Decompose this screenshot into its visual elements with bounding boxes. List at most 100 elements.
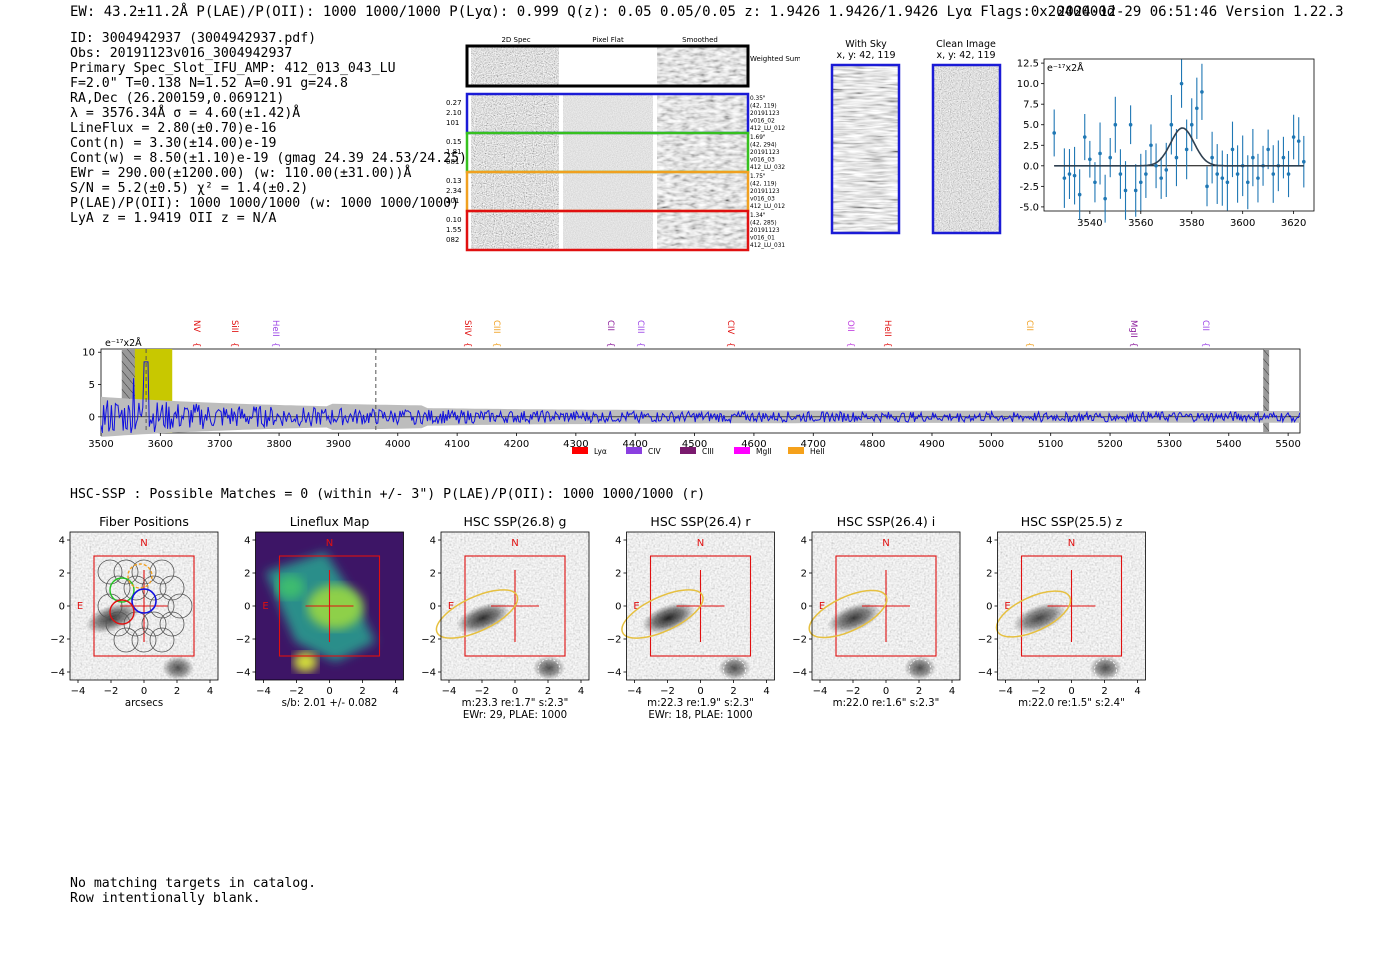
clean-image <box>933 65 1000 233</box>
panel-title: Lineflux Map <box>290 514 370 529</box>
emission-line-label: HeII { <box>882 320 892 347</box>
y-tick-label: 0 <box>59 602 65 613</box>
footer-text: No matching targets in catalog. Row inte… <box>70 876 316 906</box>
header-timestamp-version: 2024-12-29 06:51:46 Version 1.22.3 <box>1057 4 1344 20</box>
spec-row-left-label: 081 <box>446 158 459 166</box>
x-tick-label: 4100 <box>444 439 469 450</box>
y-tick-label: 2 <box>801 569 807 580</box>
y-tick-label: −4 <box>607 668 622 679</box>
y-tick-label: −2 <box>236 635 251 646</box>
x-tick-label: 5500 <box>1275 439 1300 450</box>
weighted-smoothed <box>657 47 748 85</box>
col-header-smoothed: Smoothed <box>682 36 718 44</box>
x-tick-label: 3580 <box>1179 218 1204 229</box>
pixel-flat-cell <box>563 134 653 171</box>
east-label: E <box>633 601 639 612</box>
spec-row-right-label: 0.35" <box>750 96 766 102</box>
data-point <box>1174 155 1179 160</box>
x-tick-label: 4300 <box>563 439 588 450</box>
y-tick-label: 4 <box>986 536 992 547</box>
full-spec-unit: e⁻¹⁷x2Å <box>105 337 142 349</box>
x-tick-label: 3600 <box>1230 218 1255 229</box>
svg-text:{: { <box>1200 342 1210 347</box>
fiber-marker <box>109 577 135 603</box>
hsc-header: HSC-SSP : Possible Matches = 0 (within +… <box>70 487 706 502</box>
cutout-title: With Sky <box>845 39 887 50</box>
data-point <box>1133 188 1138 193</box>
x-tick-label: 4500 <box>682 439 707 450</box>
legend-swatch <box>734 447 750 454</box>
x-tick-label: 4 <box>949 686 955 697</box>
svg-text:{: { <box>491 342 501 347</box>
x-tick-label: 0 <box>1068 686 1074 697</box>
col-header-2d-spec: 2D Spec <box>501 36 530 44</box>
spec-row-left-label: 082 <box>446 236 459 244</box>
y-tick-label: 2 <box>430 569 436 580</box>
panel-caption: m:22.0 re:1.5" s:2.4" <box>1018 698 1125 709</box>
svg-text:{: { <box>882 342 892 347</box>
svg-text:NV: NV <box>191 320 201 332</box>
y-tick-label: 5.0 <box>1023 120 1039 131</box>
detection-info: ID: 3004942937 (3004942937.pdf) Obs: 201… <box>70 31 467 226</box>
spec2d-cell <box>471 212 559 249</box>
data-point <box>1088 157 1092 162</box>
svg-text:{: { <box>229 342 239 347</box>
y-tick-label: 0 <box>430 602 436 613</box>
y-tick-label: 0 <box>244 602 250 613</box>
x-tick-label: −2 <box>289 686 304 697</box>
panel-title: HSC SSP(25.5) z <box>1021 514 1123 529</box>
weighted-sum-label: Weighted Sum <box>750 55 800 63</box>
x-tick-label: 3600 <box>148 439 173 450</box>
legend-label: CIV <box>648 447 661 456</box>
data-point <box>1200 90 1204 94</box>
spec-row-right-label: 20191123 <box>750 189 780 195</box>
spec-row-right-label: v016_03 <box>750 197 775 203</box>
data-point <box>1062 176 1067 180</box>
y-tick-label: 2 <box>986 569 992 580</box>
data-point <box>1189 122 1194 127</box>
data-point <box>1245 180 1250 185</box>
svg-text:CII: CII <box>605 320 615 331</box>
north-label: N <box>511 538 518 549</box>
info-line: Primary Spec_Slot_IFU_AMP: 412_013_043_L… <box>70 61 396 76</box>
east-label: E <box>77 601 83 612</box>
data-point <box>1210 155 1214 160</box>
x-tick-label: 0 <box>141 686 147 697</box>
spec-row-right-label: (42, 285) <box>750 221 777 227</box>
x-tick-label: 3800 <box>266 439 291 450</box>
data-point <box>1072 173 1077 178</box>
cutout-title: Clean Image <box>936 39 996 50</box>
pixel-flat-cell <box>563 95 653 132</box>
spec-row-left-label: 1.55 <box>446 226 462 234</box>
info-line: Cont(w) = 8.50(±1.10)e-19 (gmag 24.39 24… <box>70 151 467 166</box>
x-tick-label: 2 <box>545 686 551 697</box>
with-sky-image <box>832 65 899 233</box>
data-point <box>1266 147 1270 152</box>
svg-text:{: { <box>191 342 201 347</box>
svg-text:{: { <box>605 342 615 347</box>
svg-text:MgII: MgII <box>1128 320 1138 338</box>
x-tick-label: 3500 <box>88 439 113 450</box>
x-tick-label: 5200 <box>1097 439 1122 450</box>
data-point <box>1128 122 1133 127</box>
line-fit-unit: e⁻¹⁷x2Å <box>1047 62 1084 74</box>
svg-text:{: { <box>1024 342 1034 347</box>
y-tick-label: 4 <box>59 536 65 547</box>
x-tick-label: 4200 <box>504 439 529 450</box>
svg-text:HeII: HeII <box>270 320 280 337</box>
hsc-panel: HSC SSP(25.5) z N E 4 2 0 −2 −4 −4 −2 0 2 4 m:22.0 re… <box>978 514 1146 709</box>
panel-caption: m:22.0 re:1.6" s:2.3" <box>833 698 940 709</box>
hsc-panels: Fiber Positions N E 4 2 0 −2 −4 −4 −2 0 2 4 arcsecs Li… <box>50 514 1146 721</box>
panel-caption: m:23.3 re:1.7" s:2.3" <box>462 698 569 709</box>
info-line: λ = 3576.34Å σ = 4.60(±1.42)Å <box>70 106 301 121</box>
emission-line-label: CII { <box>605 320 615 347</box>
y-tick-label: 4 <box>801 536 807 547</box>
y-tick-label: 10.0 <box>1017 79 1039 90</box>
data-point <box>1225 180 1230 185</box>
north-label: N <box>882 538 889 549</box>
fiber-marker <box>131 588 157 614</box>
x-tick-label: 4 <box>763 686 769 697</box>
info-line: EWr = 290.00(±1200.00) (w: 110.00(±31.00… <box>70 166 412 181</box>
x-tick-label: −4 <box>813 686 828 697</box>
data-point <box>1256 176 1260 180</box>
